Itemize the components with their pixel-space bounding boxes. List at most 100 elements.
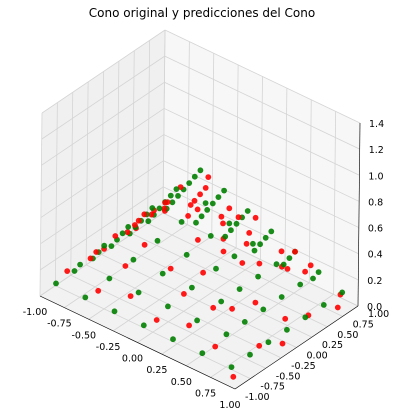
predicted-cone-point xyxy=(124,229,131,236)
y-tick-label: 0.25 xyxy=(322,340,343,351)
original-cone-point xyxy=(209,200,216,207)
original-cone-point xyxy=(207,233,214,239)
original-cone-point xyxy=(154,237,161,244)
predicted-cone-point xyxy=(282,315,289,322)
predicted-cone-point xyxy=(256,260,263,267)
original-cone-point xyxy=(119,230,126,237)
z-tick-label: 0.8 xyxy=(368,197,383,208)
grid-line-z-left xyxy=(41,29,166,114)
predicted-cone-point xyxy=(185,213,192,219)
original-cone-point xyxy=(268,228,275,235)
y-tick-label: -1.00 xyxy=(245,392,270,403)
predicted-cone-point xyxy=(153,317,160,323)
grid-line-y-left xyxy=(162,29,166,214)
predicted-cone-point xyxy=(200,269,207,276)
original-cone-point xyxy=(125,224,132,230)
original-cone-point xyxy=(236,286,243,292)
y-tick-label: 0.75 xyxy=(353,319,374,330)
predicted-cone-point xyxy=(87,255,94,262)
original-cone-point xyxy=(286,255,293,261)
grid-line-y-left xyxy=(101,71,104,255)
predicted-cone-point xyxy=(186,322,193,329)
z-tick-label: 0.2 xyxy=(367,276,382,287)
grid-line-x-back xyxy=(333,111,337,295)
original-cone-point xyxy=(265,339,272,346)
original-cone-point xyxy=(222,233,229,240)
original-cone-point xyxy=(71,268,78,274)
original-cone-point xyxy=(250,240,256,247)
axes-edges xyxy=(39,122,361,390)
original-cone-point xyxy=(194,317,201,324)
scatter-points xyxy=(53,167,346,380)
predicted-cone-point xyxy=(161,205,168,212)
z-tick-label: 0.0 xyxy=(367,302,382,313)
predicted-cone-point xyxy=(292,248,298,255)
original-cone-point xyxy=(215,194,222,201)
original-cone-point xyxy=(193,219,199,226)
x-tick-label: -0.25 xyxy=(96,342,121,353)
predicted-cone-point xyxy=(226,205,233,212)
grid-line-y-floor xyxy=(132,233,328,328)
original-cone-point xyxy=(247,351,253,358)
y-tick-label: 0.50 xyxy=(337,330,358,341)
original-cone-point xyxy=(278,294,285,300)
predicted-cone-point xyxy=(307,262,314,269)
predicted-cone-point xyxy=(167,265,174,272)
predicted-cone-point xyxy=(243,240,250,247)
predicted-cone-point xyxy=(210,304,217,311)
original-cone-point xyxy=(178,219,185,225)
original-cone-point xyxy=(169,199,176,206)
grid-line-z-left xyxy=(40,160,164,245)
predicted-cone-point xyxy=(278,248,285,255)
predicted-cone-point xyxy=(235,214,242,221)
grid-line-z-left xyxy=(40,134,165,218)
grid-line-z-back xyxy=(163,134,360,228)
predicted-cone-point xyxy=(202,185,209,191)
predicted-cone-point xyxy=(229,305,236,312)
original-cone-point xyxy=(233,220,240,227)
z-tick-label: 1.0 xyxy=(368,171,383,182)
predicted-cone-point xyxy=(220,248,227,255)
predicted-cone-point xyxy=(212,343,219,350)
predicted-cone-point xyxy=(148,211,155,218)
predicted-cone-point xyxy=(135,217,142,224)
grid-line-z-back xyxy=(162,212,359,307)
original-cone-point xyxy=(82,294,89,301)
predicted-cone-point xyxy=(93,249,100,255)
x-tick-label: -0.75 xyxy=(47,319,72,330)
grid-line-x-back xyxy=(308,99,312,283)
grid-line-y-floor xyxy=(85,264,282,359)
grid-line-z-left xyxy=(41,55,165,140)
z-tick-label: 1.4 xyxy=(369,119,384,130)
grid-line-y-left xyxy=(116,61,120,245)
x-tick-label: -1.00 xyxy=(23,307,48,318)
original-cone-point xyxy=(111,308,118,315)
predicted-cone-point xyxy=(302,268,308,275)
x-tick-label: 0.25 xyxy=(146,365,167,376)
chart-title: Cono original y predicciones del Cono xyxy=(89,6,315,20)
x-tick-label: -0.50 xyxy=(72,330,97,341)
grid-line-z-back xyxy=(164,55,360,150)
original-cone-point xyxy=(145,218,152,225)
y-tick-label: -0.50 xyxy=(276,371,301,382)
z-axis-line xyxy=(357,122,361,307)
predicted-cone-point xyxy=(191,197,198,204)
original-cone-point xyxy=(228,364,235,370)
x-axis-line xyxy=(39,295,236,390)
grid-line-y-floor xyxy=(70,274,266,369)
axes-grid xyxy=(39,29,361,390)
y-axis-line xyxy=(234,305,359,390)
original-cone-point xyxy=(140,322,147,329)
grid-line-z-left xyxy=(40,186,164,271)
original-cone-point xyxy=(255,273,261,280)
grid-line-x-back xyxy=(260,76,263,260)
predicted-cone-point xyxy=(141,211,148,218)
predicted-cone-point xyxy=(239,260,246,266)
original-cone-point xyxy=(186,180,193,187)
original-cone-point xyxy=(213,265,219,272)
grid-line-y-floor xyxy=(101,254,297,348)
predicted-cone-point xyxy=(181,291,187,297)
predicted-cone-point xyxy=(194,206,201,213)
original-cone-point xyxy=(273,261,280,268)
original-cone-point xyxy=(310,275,316,282)
